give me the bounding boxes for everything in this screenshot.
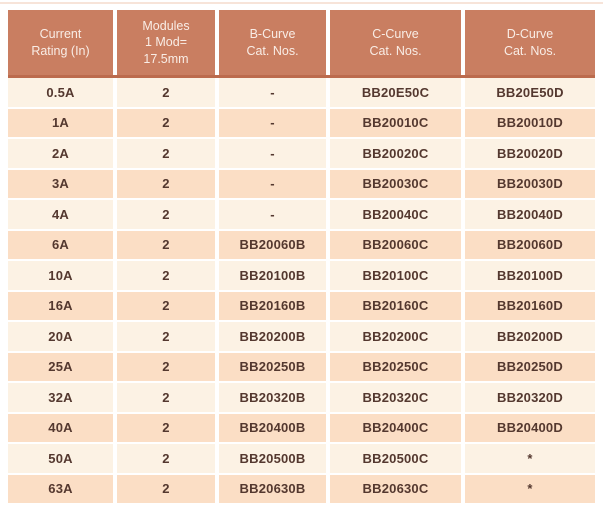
column-header-current-rating: Current Rating (In) xyxy=(8,10,113,75)
cell-c-curve-cat-no: BB20250C xyxy=(330,352,461,381)
cell-c-curve-cat-no: BB20010C xyxy=(330,108,461,137)
cell-modules: 2 xyxy=(117,322,215,351)
cell-b-curve-cat-no: - xyxy=(219,139,326,168)
cell-current-rating: 4A xyxy=(8,200,113,229)
cell-c-curve-cat-no: BB20320C xyxy=(330,383,461,412)
table-row: 6A 2 BB20060B BB20060C BB20060D xyxy=(8,230,595,259)
cell-c-curve-cat-no: BB20E50C xyxy=(330,78,461,107)
column-header-c-curve-cat-nos: C-Curve Cat. Nos. xyxy=(330,10,461,75)
cell-d-curve-cat-no: * xyxy=(465,474,595,503)
cell-modules: 2 xyxy=(117,474,215,503)
table-header-row: Current Rating (In) Modules 1 Mod= 17.5m… xyxy=(8,10,595,75)
cell-c-curve-cat-no: BB20030C xyxy=(330,169,461,198)
cell-b-curve-cat-no: - xyxy=(219,200,326,229)
cell-modules: 2 xyxy=(117,78,215,107)
table-row: 2A 2- BB20020C BB20020D xyxy=(8,139,595,168)
cell-d-curve-cat-no: BB20010D xyxy=(465,108,595,137)
cell-d-curve-cat-no: * xyxy=(465,444,595,473)
cell-b-curve-cat-no: BB20200B xyxy=(219,322,326,351)
cell-current-rating: 2A xyxy=(8,139,113,168)
cell-c-curve-cat-no: BB20500C xyxy=(330,444,461,473)
cell-b-curve-cat-no: - xyxy=(219,78,326,107)
cell-d-curve-cat-no: BB20200D xyxy=(465,322,595,351)
cell-b-curve-cat-no: BB20160B xyxy=(219,291,326,320)
cell-d-curve-cat-no: BB20160D xyxy=(465,291,595,320)
cell-b-curve-cat-no: BB20400B xyxy=(219,413,326,442)
cell-modules: 2 xyxy=(117,230,215,259)
cell-d-curve-cat-no: BB20060D xyxy=(465,230,595,259)
table-row: 3A 2- BB20030C BB20030D xyxy=(8,169,595,198)
table-row: 16A 2 BB20160B BB20160C BB20160D xyxy=(8,291,595,320)
cell-current-rating: 50A xyxy=(8,444,113,473)
table-row: 1A 2- BB20010C BB20010D xyxy=(8,108,595,137)
cell-modules: 2 xyxy=(117,444,215,473)
cell-b-curve-cat-no: BB20060B xyxy=(219,230,326,259)
cell-b-curve-cat-no: BB20630B xyxy=(219,474,326,503)
cell-c-curve-cat-no: BB20100C xyxy=(330,261,461,290)
cell-d-curve-cat-no: BB20040D xyxy=(465,200,595,229)
cell-b-curve-cat-no: BB20100B xyxy=(219,261,326,290)
cell-current-rating: 63A xyxy=(8,474,113,503)
table-row: 32A 2 BB20320B BB20320C BB20320D xyxy=(8,383,595,412)
table-row: 4A 2- BB20040C BB20040D xyxy=(8,200,595,229)
cell-b-curve-cat-no: - xyxy=(219,108,326,137)
column-header-modules: Modules 1 Mod= 17.5mm xyxy=(117,10,215,75)
cell-d-curve-cat-no: BB20250D xyxy=(465,352,595,381)
cell-modules: 2 xyxy=(117,261,215,290)
cell-d-curve-cat-no: BB20E50D xyxy=(465,78,595,107)
cell-d-curve-cat-no: BB20030D xyxy=(465,169,595,198)
cell-modules: 2 xyxy=(117,139,215,168)
column-header-b-curve-cat-nos: B-Curve Cat. Nos. xyxy=(219,10,326,75)
table-row: 50A 2 BB20500B BB20500C * xyxy=(8,444,595,473)
cell-c-curve-cat-no: BB20400C xyxy=(330,413,461,442)
cell-b-curve-cat-no: BB20250B xyxy=(219,352,326,381)
cell-modules: 2 xyxy=(117,383,215,412)
cell-current-rating: 20A xyxy=(8,322,113,351)
cell-current-rating: 25A xyxy=(8,352,113,381)
cell-current-rating: 0.5A xyxy=(8,78,113,107)
cell-current-rating: 40A xyxy=(8,413,113,442)
cell-c-curve-cat-no: BB20630C xyxy=(330,474,461,503)
cell-d-curve-cat-no: BB20320D xyxy=(465,383,595,412)
table-row: 0.5A 2- BB20E50C BB20E50D xyxy=(8,78,595,107)
table-row: 25A 2 BB20250B BB20250C BB20250D xyxy=(8,352,595,381)
cell-modules: 2 xyxy=(117,200,215,229)
cell-c-curve-cat-no: BB20200C xyxy=(330,322,461,351)
cell-c-curve-cat-no: BB20160C xyxy=(330,291,461,320)
table-row: 10A 2 BB20100B BB20100C BB20100D xyxy=(8,261,595,290)
cell-current-rating: 3A xyxy=(8,169,113,198)
table-row: 40A 2 BB20400B BB20400C BB20400D xyxy=(8,413,595,442)
cell-d-curve-cat-no: BB20400D xyxy=(465,413,595,442)
cell-c-curve-cat-no: BB20060C xyxy=(330,230,461,259)
cell-c-curve-cat-no: BB20020C xyxy=(330,139,461,168)
header-divider xyxy=(8,75,595,78)
cell-current-rating: 1A xyxy=(8,108,113,137)
cell-c-curve-cat-no: BB20040C xyxy=(330,200,461,229)
cell-modules: 2 xyxy=(117,291,215,320)
column-header-d-curve-cat-nos: D-Curve Cat. Nos. xyxy=(465,10,595,75)
cell-modules: 2 xyxy=(117,169,215,198)
catalog-table: Current Rating (In) Modules 1 Mod= 17.5m… xyxy=(8,10,595,503)
cell-b-curve-cat-no: BB20500B xyxy=(219,444,326,473)
cell-b-curve-cat-no: - xyxy=(219,169,326,198)
cell-b-curve-cat-no: BB20320B xyxy=(219,383,326,412)
cell-d-curve-cat-no: BB20020D xyxy=(465,139,595,168)
cell-current-rating: 10A xyxy=(8,261,113,290)
cell-d-curve-cat-no: BB20100D xyxy=(465,261,595,290)
table-row: 20A 2 BB20200B BB20200C BB20200D xyxy=(8,322,595,351)
cell-modules: 2 xyxy=(117,108,215,137)
table-body: 0.5A 2- BB20E50C BB20E50D 1A 2- BB20010C BB2001… xyxy=(8,78,595,503)
cell-current-rating: 16A xyxy=(8,291,113,320)
cell-current-rating: 32A xyxy=(8,383,113,412)
page-top-divider xyxy=(0,2,603,4)
table-row: 63A 2 BB20630B BB20630C * xyxy=(8,474,595,503)
cell-modules: 2 xyxy=(117,352,215,381)
cell-modules: 2 xyxy=(117,413,215,442)
cell-current-rating: 6A xyxy=(8,230,113,259)
